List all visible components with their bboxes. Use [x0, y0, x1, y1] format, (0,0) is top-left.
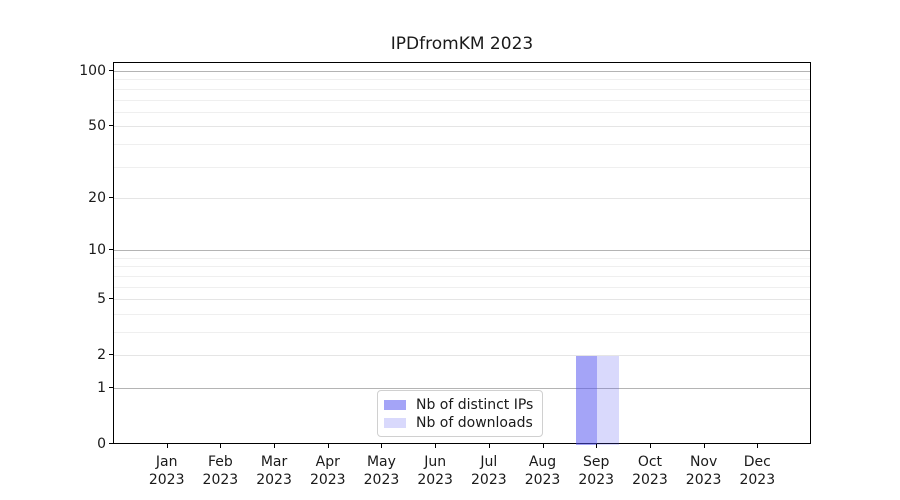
x-tick-label: Mar 2023 — [239, 453, 309, 489]
bar-distinct-ips — [575, 356, 598, 445]
x-tick-label: Jun 2023 — [400, 453, 470, 489]
gridline-minor — [114, 266, 810, 268]
plot-area — [113, 62, 811, 445]
gridline-minor — [114, 99, 810, 101]
x-tick-mark — [274, 444, 276, 448]
y-tick-label: 2 — [97, 347, 106, 364]
x-tick-month: Jun — [424, 454, 447, 470]
gridline-minor — [114, 313, 810, 315]
y-tick-label: 1 — [97, 379, 106, 396]
x-tick-month: Jan — [155, 454, 178, 470]
x-tick-mark — [327, 444, 329, 448]
x-tick-year: 2023 — [309, 472, 346, 488]
y-tick-mark — [109, 249, 113, 251]
y-tick-label: 50 — [88, 118, 106, 135]
x-tick-month: Dec — [743, 454, 771, 470]
y-tick-mark — [109, 443, 113, 444]
x-tick-label: Jan 2023 — [132, 453, 202, 489]
x-tick-label: Nov 2023 — [669, 453, 739, 489]
legend-swatch-distinct-ips — [384, 400, 406, 410]
gridline-minor — [114, 88, 810, 90]
x-tick-year: 2023 — [739, 472, 776, 488]
gridline-major — [114, 387, 810, 389]
y-tick-mark — [109, 386, 113, 388]
x-tick-year: 2023 — [578, 472, 615, 488]
x-tick-mark — [220, 444, 222, 448]
x-tick-year: 2023 — [363, 472, 400, 488]
gridline-minor — [114, 111, 810, 113]
x-tick-month: Aug — [528, 454, 557, 470]
x-tick-label: Jul 2023 — [454, 453, 524, 489]
y-tick-mark — [109, 354, 113, 356]
y-tick-mark — [109, 125, 113, 127]
gridline-minor — [114, 143, 810, 145]
gridline-minor — [114, 275, 810, 277]
x-tick-label: Oct 2023 — [615, 453, 685, 489]
y-tick-label: 0 — [97, 436, 106, 452]
x-tick-year: 2023 — [524, 472, 561, 488]
gridline-major — [114, 197, 810, 199]
gridline-major — [114, 299, 810, 301]
x-tick-mark — [166, 444, 168, 448]
x-tick-year: 2023 — [417, 472, 453, 488]
x-tick-month: Sep — [583, 454, 610, 470]
legend: Nb of distinct IPs Nb of downloads — [377, 390, 543, 437]
x-tick-label: Dec 2023 — [722, 453, 792, 489]
gridline-major — [114, 355, 810, 357]
x-tick-year: 2023 — [256, 472, 292, 488]
x-tick-mark — [757, 444, 759, 448]
legend-swatch-downloads — [384, 418, 406, 428]
x-tick-mark — [542, 444, 544, 448]
legend-label-distinct-ips: Nb of distinct IPs — [416, 397, 534, 413]
x-tick-mark — [649, 444, 651, 448]
legend-label-downloads: Nb of downloads — [416, 415, 533, 431]
y-tick-mark — [109, 70, 113, 72]
x-tick-month: Oct — [637, 454, 663, 470]
x-tick-year: 2023 — [202, 472, 239, 488]
gridline-major — [114, 250, 810, 252]
y-tick-label: 5 — [97, 291, 106, 308]
x-tick-label: Apr 2023 — [293, 453, 363, 489]
x-tick-month: Apr — [315, 454, 340, 470]
x-tick-month: Mar — [260, 454, 288, 470]
legend-entry-distinct-ips: Nb of distinct IPs — [384, 396, 536, 414]
gridline-minor — [114, 331, 810, 333]
x-tick-year: 2023 — [471, 472, 507, 488]
x-tick-label: Feb 2023 — [185, 453, 255, 489]
y-tick-label: 20 — [88, 189, 106, 206]
x-tick-mark — [596, 444, 598, 448]
gridline-minor — [114, 257, 810, 259]
legend-entry-downloads: Nb of downloads — [384, 414, 536, 432]
x-tick-year: 2023 — [685, 472, 722, 488]
y-tick-mark — [109, 196, 113, 198]
x-tick-mark — [381, 444, 383, 448]
y-tick-mark — [109, 298, 113, 300]
x-tick-mark — [435, 444, 437, 448]
x-tick-label: Sep 2023 — [561, 453, 631, 489]
x-tick-mark — [488, 444, 490, 448]
x-tick-label: May 2023 — [346, 453, 416, 489]
x-tick-year: 2023 — [632, 472, 668, 488]
gridline-minor — [114, 166, 810, 168]
y-tick-label: 100 — [79, 63, 106, 80]
bar-downloads — [597, 356, 619, 445]
x-tick-month: Jul — [480, 454, 498, 470]
x-tick-month: Feb — [207, 454, 233, 470]
x-tick-year: 2023 — [148, 472, 185, 488]
x-tick-mark — [703, 444, 705, 448]
x-tick-month: Nov — [689, 454, 718, 470]
y-tick-label: 10 — [88, 242, 106, 259]
gridline-major — [114, 126, 810, 128]
gridline-minor — [114, 79, 810, 81]
chart-title: IPDfromKM 2023 — [390, 34, 534, 54]
gridline-minor — [114, 286, 810, 288]
x-tick-label: Aug 2023 — [508, 453, 578, 489]
x-tick-month: May — [366, 454, 396, 470]
gridline-major — [114, 71, 810, 73]
